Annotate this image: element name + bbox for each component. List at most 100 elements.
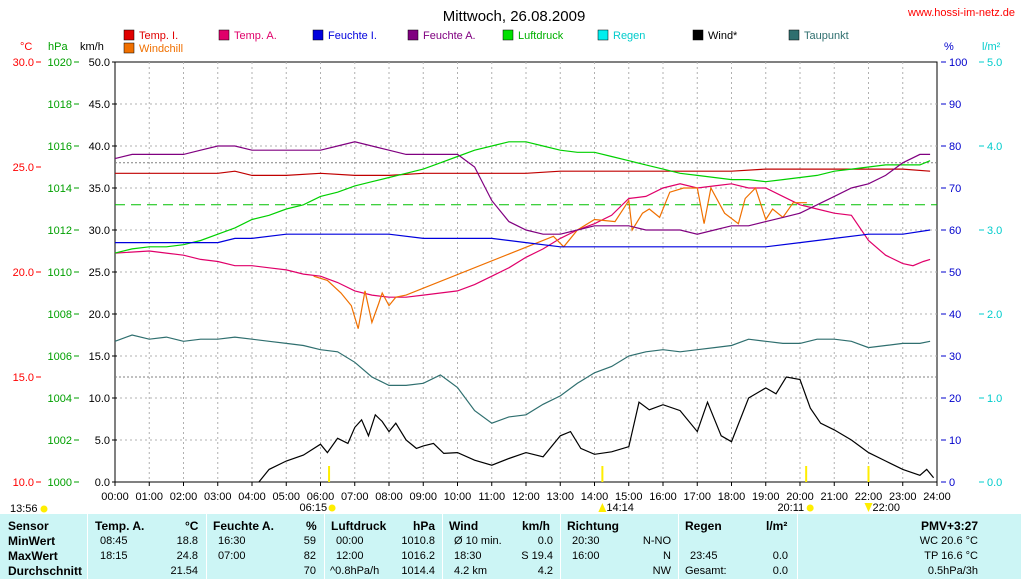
column-divider	[560, 514, 561, 579]
temp-max-time: 18:15	[100, 550, 128, 562]
x-tick-label: 19:00	[752, 491, 780, 503]
pressure-unit: hPa	[413, 519, 436, 533]
rain-tick-label: 1.0	[987, 393, 1002, 405]
marker-label: 22:00	[873, 502, 901, 514]
pressure-tick-label: 1000	[48, 477, 72, 489]
pressure-tick-label: 1020	[48, 57, 72, 69]
wind-unit: km/h	[522, 519, 551, 533]
x-tick-label: 10:00	[444, 491, 472, 503]
x-tick-label: 15:00	[615, 491, 643, 503]
wind-avg10-value: 0.0	[537, 535, 553, 547]
humidity-unit: %	[306, 519, 317, 533]
series-line-wind	[258, 376, 935, 483]
direction-header: Richtung	[567, 519, 619, 533]
legend-swatch	[597, 29, 609, 41]
humidity-tick-label: 0	[949, 477, 955, 489]
legend-swatch	[788, 29, 800, 41]
x-tick-label: 03:00	[204, 491, 232, 503]
sun-icon	[806, 504, 814, 512]
series-lines	[114, 141, 935, 483]
x-tick-label: 05:00	[272, 491, 300, 503]
rain-max-time: 23:45	[690, 550, 718, 562]
temp-max-value: 24.8	[176, 550, 198, 562]
humidity-tick-label: 20	[949, 393, 961, 405]
y-axis-labels: 10.015.020.025.030.010001002100410061008…	[13, 57, 1003, 489]
temp-header: Temp. A.	[95, 519, 145, 533]
legend-label: Feuchte A.	[423, 30, 476, 42]
wind-tick-label: 20.0	[89, 309, 110, 321]
summary-table: Sensor MinWert MaxWert Durchschnitt Temp…	[0, 514, 1021, 579]
humidity-tick-label: 30	[949, 351, 961, 363]
pressure-tick-label: 1004	[48, 393, 72, 405]
column-divider	[678, 514, 679, 579]
legend-label: Regen	[613, 30, 645, 42]
pressure-min-time: 00:00	[336, 535, 364, 547]
pmv-dewpoint: TP 16.6 °C	[924, 550, 978, 562]
direction-avg-value: NW	[652, 565, 671, 577]
row-label-min: MinWert	[8, 534, 56, 548]
pressure-min-value: 1010.8	[401, 535, 435, 547]
legend-swatch	[692, 29, 704, 41]
wind-tick-label: 10.0	[89, 393, 110, 405]
rain-tick-label: 3.0	[987, 225, 1002, 237]
rain-header: Regen	[685, 519, 722, 533]
wind-tick-label: 35.0	[89, 183, 110, 195]
pressure-tick-label: 1008	[48, 309, 72, 321]
wind-tick-label: 50.0	[89, 57, 110, 69]
rain-tick-label: 5.0	[987, 57, 1002, 69]
legend-label: Temp. I.	[139, 30, 178, 42]
wind-tick-label: 15.0	[89, 351, 110, 363]
pressure-tick-label: 1016	[48, 141, 72, 153]
x-tick-label: 09:00	[409, 491, 437, 503]
legend-label: Wind*	[708, 30, 738, 42]
x-tick-label: 16:00	[649, 491, 677, 503]
humidity-tick-label: 50	[949, 267, 961, 279]
x-tick-label: 07:00	[341, 491, 369, 503]
temp-tick-label: 20.0	[13, 267, 34, 279]
temp-unit: °C	[185, 519, 199, 533]
rain-tick-label: 4.0	[987, 141, 1002, 153]
legend-label: Temp. A.	[234, 30, 277, 42]
series-line-feuchte-a	[114, 141, 931, 235]
x-tick-label: 00:00	[101, 491, 129, 503]
humidity-tick-label: 60	[949, 225, 961, 237]
x-tick-label: 17:00	[683, 491, 711, 503]
humidity-tick-label: 100	[949, 57, 967, 69]
direction-max-time: 16:00	[572, 550, 600, 562]
legend-swatch	[123, 42, 135, 54]
wind-tick-label: 0.0	[95, 477, 110, 489]
humidity-max-value: 82	[303, 550, 316, 562]
x-tick-label: 18:00	[718, 491, 746, 503]
series-line-feuchte-i	[115, 229, 931, 248]
x-axis-labels: 00:00 01:00 02:00 03:00 04:00 05:00 06:00 07:00…	[101, 482, 951, 503]
marker-label: 20:11	[777, 502, 804, 514]
x-tick-label: 12:00	[512, 491, 540, 503]
row-label-max: MaxWert	[8, 549, 58, 563]
wind-axis-title: km/h	[80, 41, 104, 53]
row-label-avg: Durchschnitt	[8, 564, 83, 578]
legend-swatch	[407, 29, 419, 41]
humidity-tick-label: 80	[949, 141, 961, 153]
x-tick-label: 13:00	[546, 491, 574, 503]
sun-moon-markers: 13:56 06:15 14:14 20:11 22:00	[10, 466, 900, 514]
reference-lines	[115, 162, 937, 378]
column-divider	[324, 514, 325, 579]
sun-icon	[328, 504, 336, 512]
wind-header: Wind	[449, 519, 479, 533]
legend-swatch	[218, 29, 230, 41]
humidity-min-value: 59	[303, 535, 316, 547]
legend-label: Taupunkt	[804, 30, 849, 42]
marker-label: 13:56	[10, 503, 38, 514]
temp-min-time: 08:45	[100, 535, 128, 547]
pressure-trend: ^0.8hPa/h	[330, 565, 380, 577]
humidity-tick-label: 90	[949, 99, 961, 111]
legend-label: Windchill	[139, 43, 183, 55]
direction-min-value: N-NO	[642, 535, 671, 547]
rain-total-value: 0.0	[772, 565, 788, 577]
x-tick-label: 02:00	[170, 491, 198, 503]
humidity-axis-title: %	[944, 41, 954, 53]
wind-avg10-label: Ø 10 min.	[454, 535, 502, 547]
pressure-tick-label: 1014	[48, 183, 72, 195]
rain-unit: l/m²	[766, 519, 788, 533]
temp-min-value: 18.8	[176, 535, 198, 547]
